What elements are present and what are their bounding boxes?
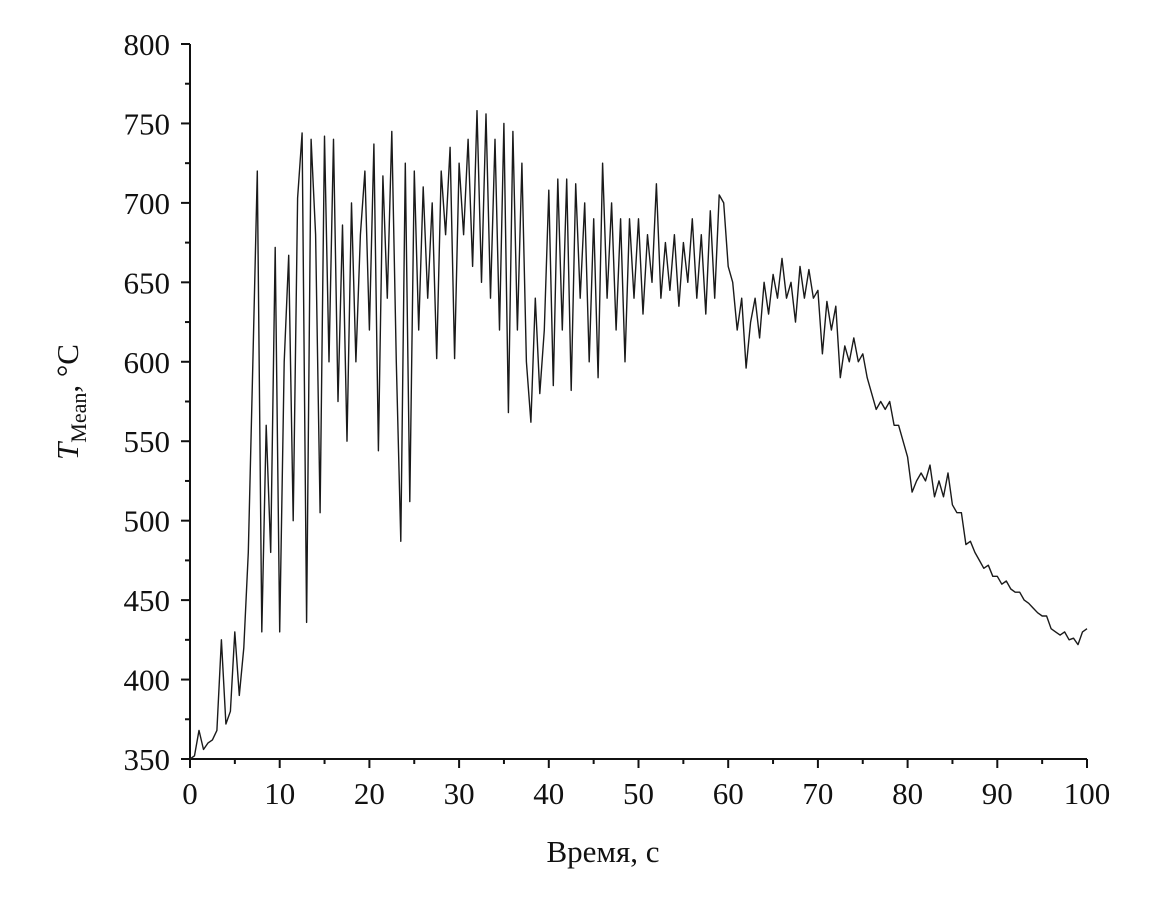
x-axis-label: Время, с [546,834,659,869]
y-tick-label: 450 [124,583,171,618]
x-tick-label: 80 [892,776,923,811]
x-tick-label: 40 [533,776,564,811]
x-tick-label: 90 [982,776,1013,811]
y-label-symbol: T [50,440,85,460]
y-tick-label: 550 [124,424,171,459]
y-tick-label: 650 [124,265,171,300]
data-line [189,110,1088,760]
x-tick-label: 30 [444,776,475,811]
y-tick-label: 500 [124,504,171,539]
y-tick-label: 750 [124,106,171,141]
x-tick-label: 0 [182,776,198,811]
y-tick-label: 400 [124,663,171,698]
x-tick-label: 20 [354,776,385,811]
y-tick-label: 600 [124,345,171,380]
y-tick-label: 350 [124,742,171,777]
y-tick-label: 800 [124,27,171,62]
x-tick-label: 50 [623,776,654,811]
y-tick-label: 700 [124,186,171,221]
x-tick-label: 60 [713,776,744,811]
y-label-subscript: Mean [66,393,91,443]
x-tick-label: 70 [802,776,833,811]
y-label-unit: , °C [50,344,85,393]
x-tick-label: 10 [264,776,295,811]
x-tick-label: 100 [1064,776,1111,811]
y-axis-label: TMean, °C [50,344,91,460]
